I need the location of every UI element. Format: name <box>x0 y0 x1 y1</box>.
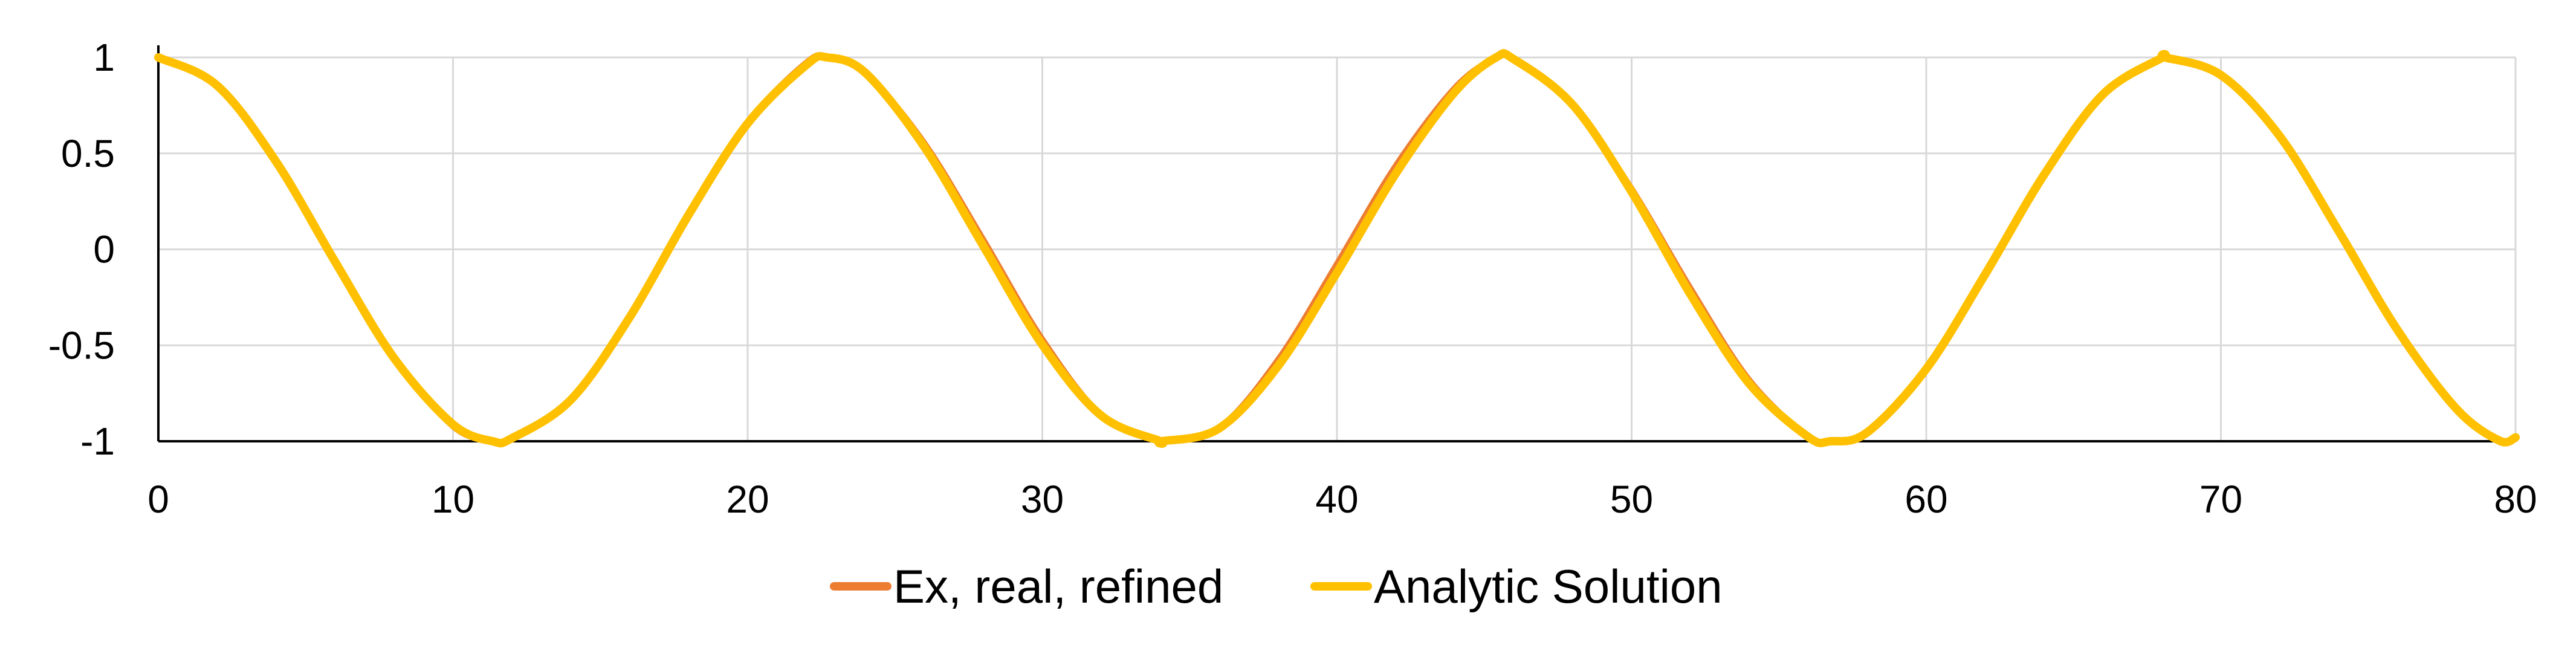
series-lines <box>154 49 2520 448</box>
y-tick-label: 0 <box>93 228 115 271</box>
legend-label-0: Ex, real, refined <box>893 560 1223 613</box>
y-tick-label: 1 <box>93 36 115 79</box>
series-line-1 <box>154 49 2520 448</box>
x-tick-label: 80 <box>2494 478 2537 521</box>
legend-label-1: Analytic Solution <box>1374 560 1723 613</box>
x-tick-label: 20 <box>726 478 769 521</box>
x-tick-label: 70 <box>2199 478 2242 521</box>
y-tick-label: 0.5 <box>61 132 115 175</box>
y-tick-label: -0.5 <box>48 323 115 367</box>
y-tick-label: -1 <box>80 419 115 463</box>
legend: Ex, real, refined Analytic Solution <box>830 560 1723 613</box>
x-tick-label: 30 <box>1021 478 1064 521</box>
x-tick-label: 50 <box>1610 478 1653 521</box>
x-axis-ticks: 0 10 20 30 40 50 60 70 80 <box>147 478 2537 521</box>
x-tick-label: 0 <box>147 478 169 521</box>
x-tick-label: 40 <box>1315 478 1358 521</box>
axes <box>157 45 2516 442</box>
x-tick-label: 10 <box>432 478 474 521</box>
x-tick-label: 60 <box>1904 478 1947 521</box>
y-axis-ticks: 1 0.5 0 -0.5 -1 <box>48 36 115 463</box>
gridlines <box>158 56 2517 442</box>
